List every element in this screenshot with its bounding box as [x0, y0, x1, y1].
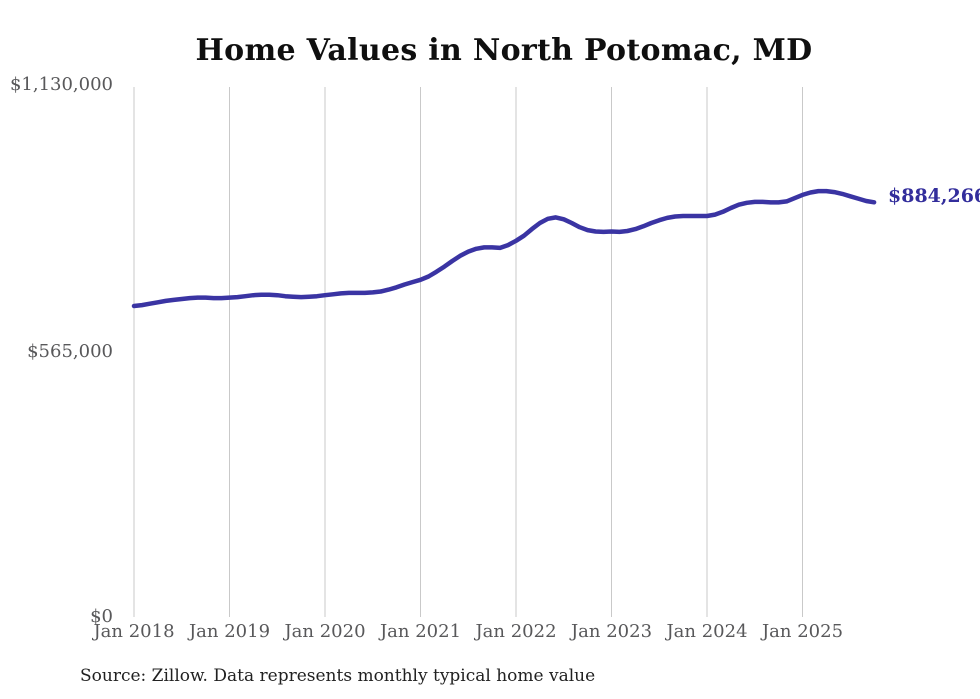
chart-title: Home Values in North Potomac, MD — [195, 33, 813, 68]
x-axis-tick-label: Jan 2021 — [379, 621, 462, 642]
current-value-label: $884,266 — [888, 185, 980, 207]
x-axis-tick-label: Jan 2025 — [761, 621, 844, 642]
y-axis-tick-label-mid: $565,000 — [27, 341, 113, 362]
x-axis-tick-label: Jan 2022 — [475, 621, 557, 642]
x-axis-tick-label: Jan 2024 — [666, 621, 748, 642]
source-note: Source: Zillow. Data represents monthly … — [80, 666, 596, 686]
x-axis-tick-label: Jan 2020 — [284, 621, 366, 642]
y-axis-tick-label-max: $1,130,000 — [9, 74, 113, 95]
x-axis-tick-label: Jan 2023 — [570, 621, 653, 642]
x-axis-tick-label: Jan 2018 — [93, 621, 175, 642]
home-value-line — [131, 188, 877, 309]
y-axis-tick-label-zero: $0 — [90, 606, 113, 627]
x-axis-tick-label: Jan 2019 — [188, 621, 271, 642]
